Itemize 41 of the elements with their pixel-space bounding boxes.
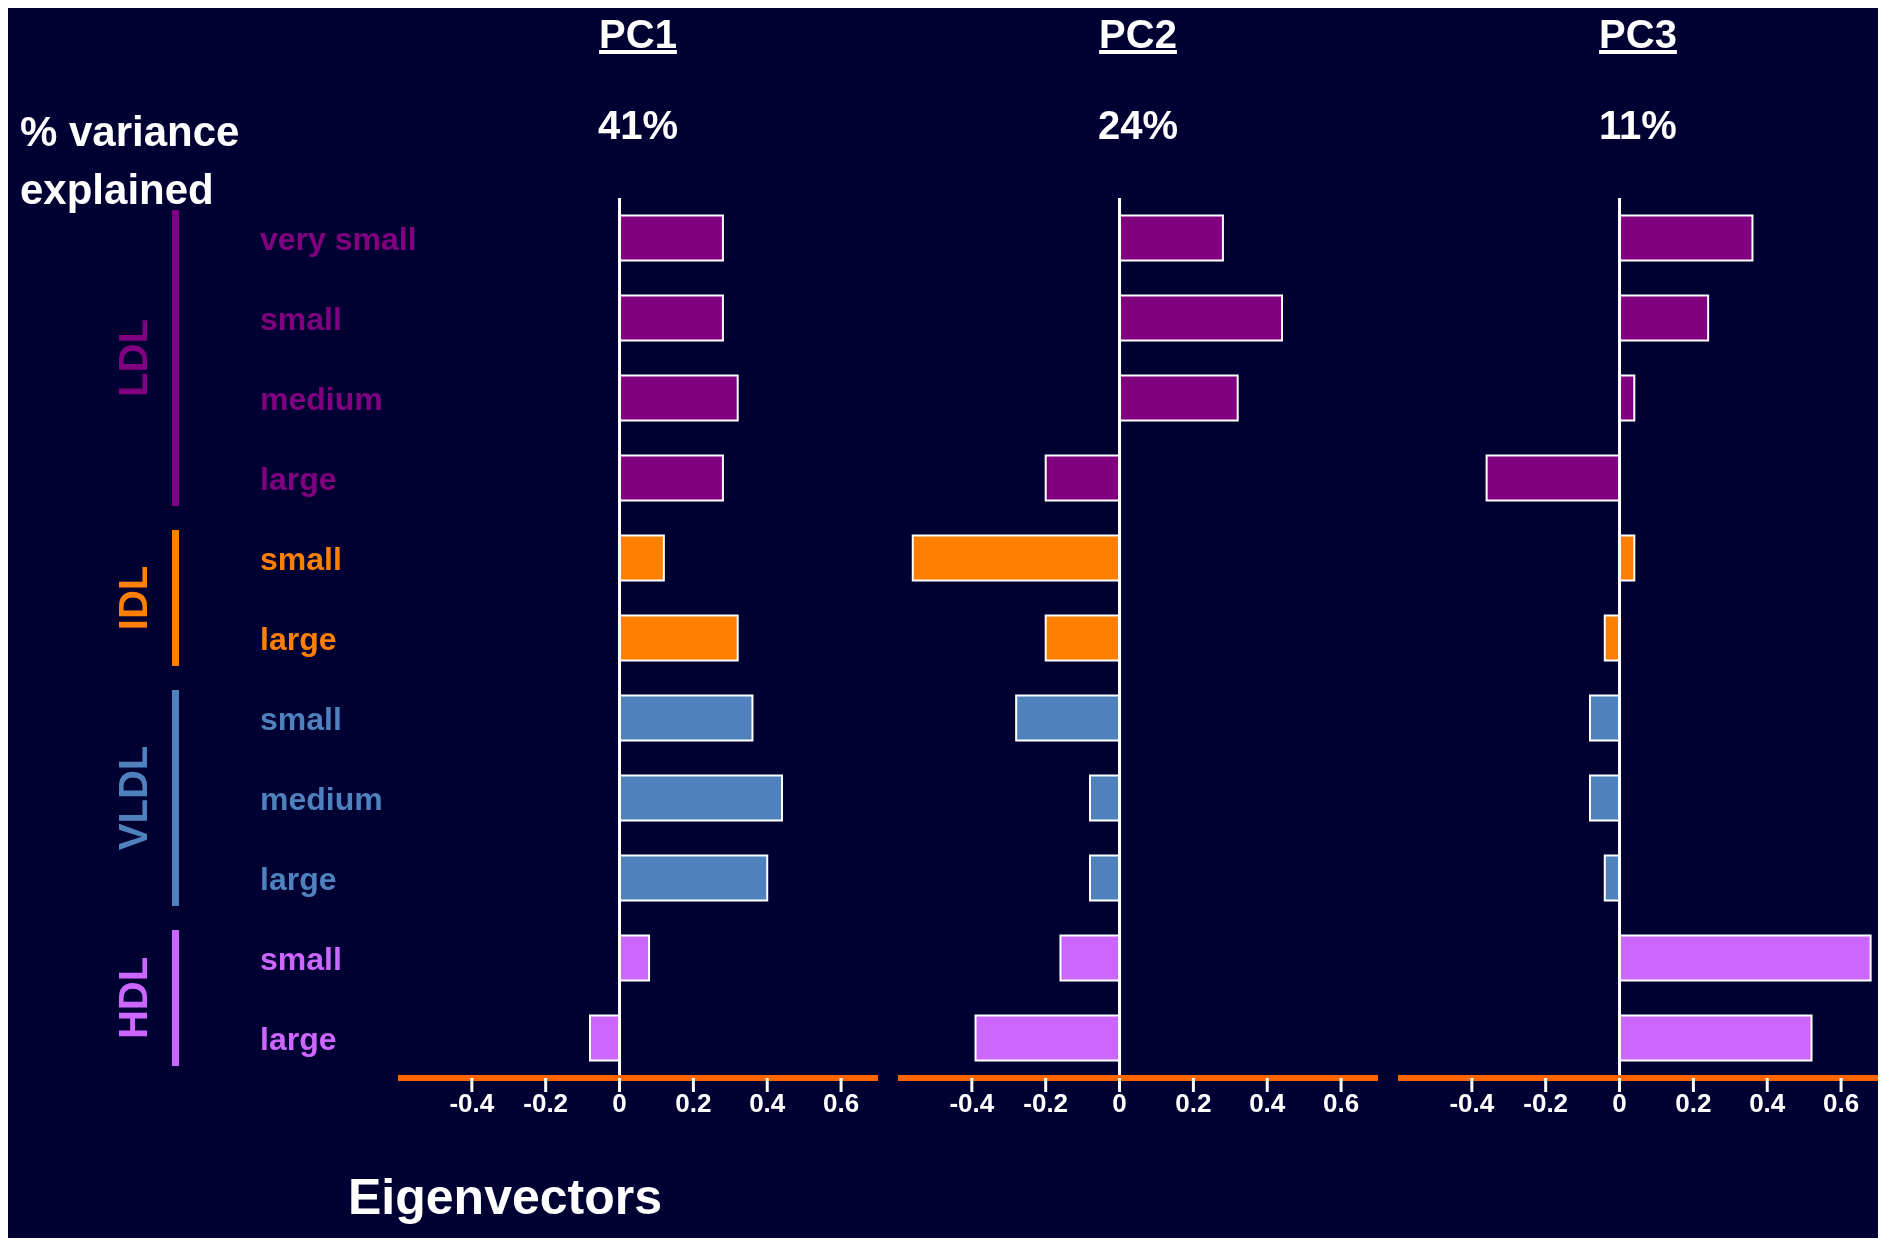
chart-title: PC1 xyxy=(598,11,678,57)
x-tick-label: 0 xyxy=(1112,1088,1127,1119)
chart-title: PC3 xyxy=(1598,11,1678,57)
x-tick-label: -0.2 xyxy=(1523,1088,1569,1119)
y-tick-label: medium xyxy=(260,781,383,817)
x-tick-label: 0.6 xyxy=(823,1088,860,1119)
text: LDL xyxy=(110,319,156,397)
y-tick-label: very small xyxy=(260,221,417,257)
x-tick-label: -0.2 xyxy=(523,1088,569,1119)
x-tick-label: 0 xyxy=(612,1088,627,1119)
y-tick-label: small xyxy=(260,701,342,737)
text: % variance explained xyxy=(20,107,241,215)
x-tick-label: -0.4 xyxy=(449,1088,495,1119)
text: VLDL xyxy=(110,745,156,851)
x-tick-label: 0.6 xyxy=(1323,1088,1360,1119)
x-tick-label: 0.4 xyxy=(1249,1088,1286,1119)
x-tick-label: 0.4 xyxy=(749,1088,786,1119)
y-tick-label: large xyxy=(260,1021,337,1057)
text: IDL xyxy=(110,565,156,631)
x-tick-label: 0.2 xyxy=(1675,1088,1712,1119)
x-tick-label: -0.4 xyxy=(1449,1088,1495,1119)
chart-subtitle: 41% xyxy=(596,103,680,148)
chart-subtitle: 24% xyxy=(1096,103,1180,148)
x-tick-label: 0.2 xyxy=(675,1088,712,1119)
x-tick-label: 0.4 xyxy=(1749,1088,1786,1119)
y-tick-label: small xyxy=(260,941,342,977)
chart-subtitle: 11% xyxy=(1598,103,1678,148)
y-tick-label: medium xyxy=(260,381,383,417)
text: HDL xyxy=(110,956,156,1040)
y-tick-label: large xyxy=(260,621,337,657)
chart-title: PC2 xyxy=(1098,11,1178,57)
y-tick-label: large xyxy=(260,461,337,497)
y-tick-label: large xyxy=(260,861,337,897)
x-tick-label: -0.4 xyxy=(949,1088,995,1119)
y-tick-label: small xyxy=(260,301,342,337)
x-tick-label: -0.2 xyxy=(1023,1088,1069,1119)
x-tick-label: 0.2 xyxy=(1175,1088,1212,1119)
x-tick-label: 0 xyxy=(1612,1088,1627,1119)
x-axis-title: Eigenvectors xyxy=(348,1168,663,1226)
y-tick-label: small xyxy=(260,541,342,577)
x-tick-label: 0.6 xyxy=(1823,1088,1860,1119)
